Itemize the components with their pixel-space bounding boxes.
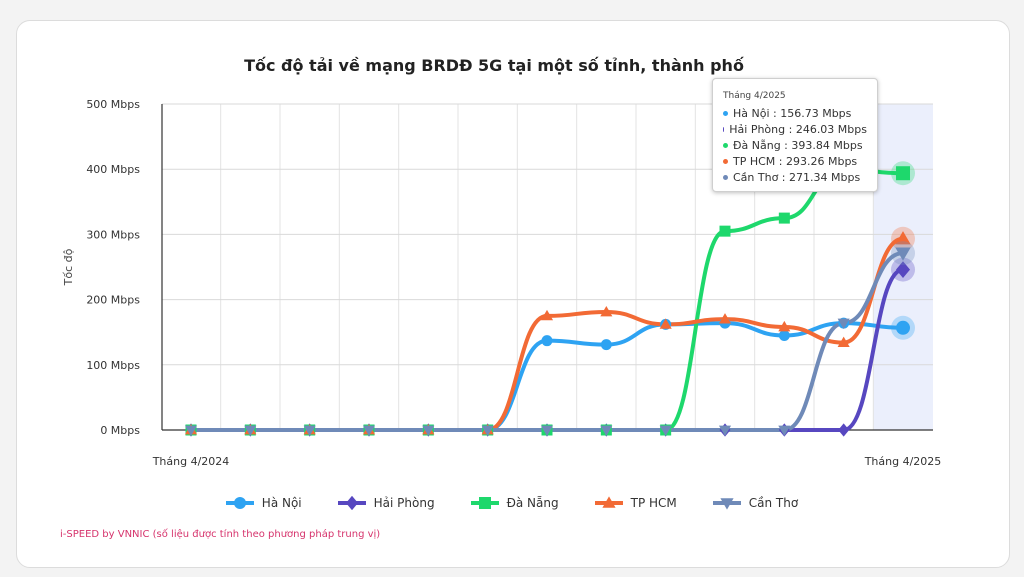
data-point xyxy=(481,425,494,437)
tooltip-row: Đà Nẵng : 393.84 Mbps xyxy=(723,137,867,153)
data-tooltip: Tháng 4/2025 Hà Nội : 156.73 Mbps Hải Phò… xyxy=(712,78,878,192)
data-point xyxy=(600,305,613,317)
data-point xyxy=(303,425,316,437)
tooltip-row: Cần Thơ : 271.34 Mbps xyxy=(723,169,867,185)
legend-marker xyxy=(478,497,491,509)
tooltip-series-dot xyxy=(723,158,728,164)
data-point xyxy=(362,425,376,437)
data-point xyxy=(718,313,732,324)
tooltip-row-label: Hải Phòng : 246.03 Mbps xyxy=(729,122,867,136)
legend-marker xyxy=(345,496,358,510)
data-point xyxy=(896,261,910,278)
y-tick-label: 300 Mbps xyxy=(86,228,140,241)
data-point xyxy=(837,336,850,348)
data-point xyxy=(778,320,791,332)
data-point xyxy=(541,335,553,347)
legend-label: Hà Nội xyxy=(261,496,302,510)
chart-legend: Hà Nội Hải Phòng Đà Nẵng TP HCM Cần Thơ xyxy=(0,496,1024,510)
legend-label: TP HCM xyxy=(630,496,677,510)
data-point xyxy=(600,425,613,437)
data-point xyxy=(896,166,910,181)
data-point xyxy=(184,425,198,437)
legend-symbol xyxy=(712,498,741,510)
data-point xyxy=(719,225,731,237)
y-tick-label: 0 Mbps xyxy=(100,424,140,437)
tooltip-row-label: TP HCM : 293.26 Mbps xyxy=(733,154,858,168)
y-tick-label: 100 Mbps xyxy=(86,359,140,372)
data-point xyxy=(659,318,672,329)
y-tick-label: 500 Mbps xyxy=(86,98,140,111)
x-tick-label: Tháng 4/2025 xyxy=(864,455,942,468)
legend-item[interactable]: Đà Nẵng xyxy=(470,496,559,510)
data-point xyxy=(659,425,672,437)
legend-item[interactable]: Hải Phòng xyxy=(337,496,435,510)
data-point xyxy=(895,231,911,245)
legend-marker xyxy=(602,496,616,508)
tooltip-series-dot xyxy=(723,142,728,148)
source-footnote: i-SPEED by VNNIC (số liệu được tính theo… xyxy=(60,529,381,540)
legend-symbol xyxy=(594,496,623,508)
data-point xyxy=(422,425,435,437)
y-tick-label: 200 Mbps xyxy=(86,294,140,307)
data-point xyxy=(837,318,850,330)
legend-item[interactable]: Cần Thơ xyxy=(712,496,799,510)
legend-symbol xyxy=(337,496,366,510)
legend-item[interactable]: Hà Nội xyxy=(225,496,302,510)
data-point xyxy=(540,425,554,437)
tooltip-series-dot xyxy=(723,174,728,180)
tooltip-row: Hà Nội : 156.73 Mbps xyxy=(723,105,867,121)
tooltip-row-label: Đà Nẵng : 393.84 Mbps xyxy=(733,138,863,152)
data-point xyxy=(540,309,554,321)
tooltip-row: TP HCM : 293.26 Mbps xyxy=(723,153,867,169)
tooltip-series-dot xyxy=(723,110,728,116)
y-axis-label: Tốc độ xyxy=(62,248,75,286)
data-point xyxy=(778,425,791,437)
legend-symbol xyxy=(225,497,254,509)
tooltip-series-dot xyxy=(723,126,725,132)
data-point xyxy=(778,212,790,224)
legend-item[interactable]: TP HCM xyxy=(594,496,677,510)
y-tick-label: 400 Mbps xyxy=(86,163,140,176)
tooltip-header: Tháng 4/2025 xyxy=(723,91,786,101)
legend-label: Hải Phòng xyxy=(373,496,435,510)
legend-marker xyxy=(720,498,734,510)
data-point xyxy=(896,320,910,335)
legend-label: Cần Thơ xyxy=(748,496,799,510)
data-point xyxy=(778,329,790,341)
series-line xyxy=(191,267,904,432)
legend-label: Đà Nẵng xyxy=(506,496,559,510)
data-point xyxy=(600,339,612,351)
tooltip-row: Hải Phòng : 246.03 Mbps xyxy=(723,121,867,137)
data-point xyxy=(895,247,911,261)
data-point xyxy=(838,423,850,437)
x-tick-label: Tháng 4/2024 xyxy=(152,455,230,468)
data-point xyxy=(718,425,732,437)
chart-title: Tốc độ tải về mạng BRDĐ 5G tại một số tỉ… xyxy=(244,56,744,75)
data-point xyxy=(244,425,257,437)
tooltip-row-label: Hà Nội : 156.73 Mbps xyxy=(733,106,852,120)
legend-marker xyxy=(233,497,246,509)
tooltip-row-label: Cần Thơ : 271.34 Mbps xyxy=(733,170,861,184)
legend-symbol xyxy=(470,497,499,509)
